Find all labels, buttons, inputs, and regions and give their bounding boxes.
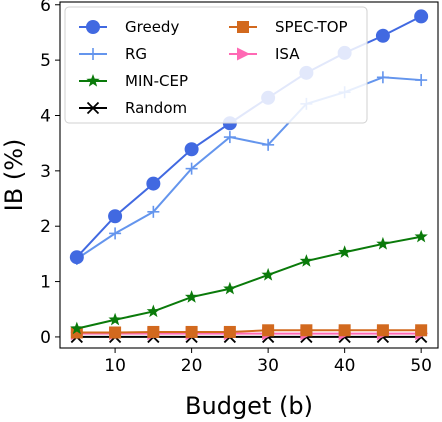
data-point (69, 250, 84, 265)
data-point (237, 47, 250, 61)
y-tick-label: 0 (40, 328, 51, 348)
data-point (337, 245, 352, 258)
x-axis-title: Budget (b) (185, 392, 313, 420)
legend-label: Greedy (125, 18, 179, 36)
data-point (108, 312, 122, 326)
legend-label: Random (125, 99, 187, 117)
data-point (109, 227, 122, 240)
legend-label: SPEC-TOP (275, 18, 348, 36)
legend-label: MIN-CEP (125, 72, 188, 90)
data-point (146, 176, 161, 191)
data-point (147, 325, 160, 338)
data-point (86, 74, 100, 87)
data-point (376, 71, 389, 84)
legend-item: Random (79, 99, 187, 117)
legend-item: RG (79, 45, 147, 63)
data-point (109, 326, 122, 339)
x-tick-label: 20 (181, 356, 203, 376)
legend-label: ISA (275, 45, 300, 63)
data-point (299, 254, 314, 267)
y-tick-label: 5 (40, 51, 51, 71)
data-point (415, 74, 428, 87)
series-line (76, 329, 422, 334)
data-point (376, 236, 390, 250)
data-point (262, 138, 275, 151)
legend: Greedy RG MIN-CEP Random SPEC-TOP ISA (64, 6, 368, 124)
data-point (86, 101, 100, 115)
data-point (415, 324, 428, 337)
legend-box (64, 6, 368, 124)
data-point (147, 205, 160, 218)
data-point (376, 324, 389, 337)
data-point (262, 324, 275, 337)
y-tick-label: 6 (40, 0, 51, 16)
y-tick-label: 3 (40, 162, 51, 182)
legend-item: Greedy (79, 18, 179, 36)
x-tick-label: 30 (257, 356, 279, 376)
data-point (86, 20, 100, 34)
data-point (108, 209, 123, 224)
series-isa (70, 327, 429, 341)
plot-frame (59, 1, 439, 349)
data-point (70, 321, 84, 335)
data-point (414, 229, 428, 243)
y-tick-label: 4 (40, 106, 51, 126)
x-tick-label: 50 (410, 356, 432, 376)
data-point (300, 324, 313, 337)
data-point (184, 142, 199, 157)
legend-label: RG (125, 45, 147, 63)
data-point (70, 326, 83, 339)
y-tick-label: 2 (40, 217, 51, 237)
data-point (146, 304, 161, 318)
data-point (87, 48, 99, 60)
series-min-cep (70, 229, 428, 335)
y-tick-label: 1 (40, 273, 51, 293)
data-point (184, 290, 199, 303)
data-point (375, 28, 390, 43)
data-point (237, 21, 249, 33)
data-point (185, 325, 198, 338)
x-tick-label: 10 (104, 356, 126, 376)
data-point (223, 281, 237, 295)
data-point (261, 267, 275, 281)
y-axis-title: IB (%) (0, 139, 28, 212)
data-point (414, 9, 429, 24)
legend-item: MIN-CEP (79, 72, 188, 90)
data-point (338, 324, 351, 337)
series-line (76, 235, 422, 330)
series-spec-top (70, 324, 428, 339)
axes: 10 20 30 40 50 0 1 2 3 4 5 6 (40, 0, 439, 376)
x-tick-label: 40 (334, 356, 356, 376)
data-point (223, 325, 236, 338)
legend-item: SPEC-TOP (229, 18, 348, 36)
data-point (223, 131, 236, 144)
data-point (185, 162, 198, 175)
legend-item: ISA (229, 45, 300, 63)
